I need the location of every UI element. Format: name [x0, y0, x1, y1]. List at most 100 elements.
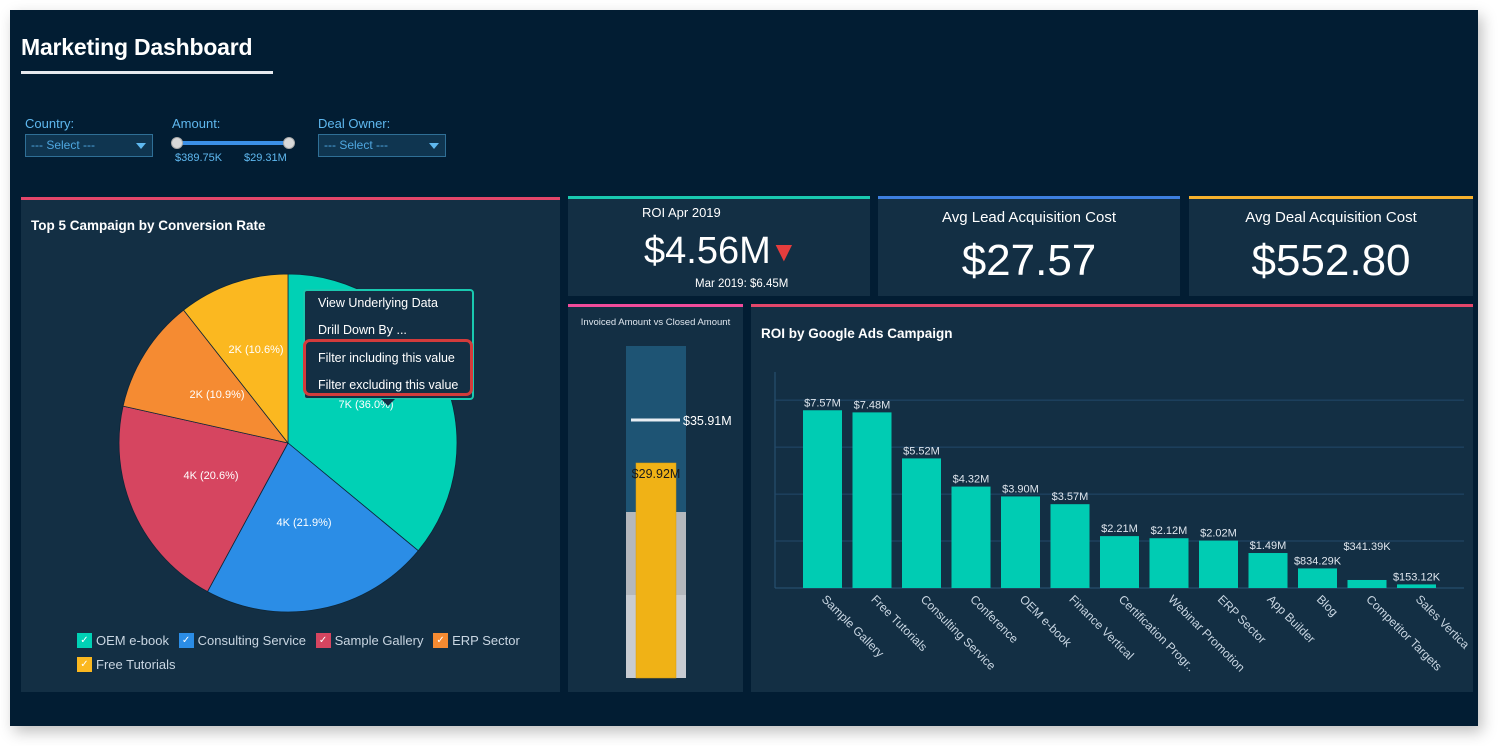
bar-value-label: $3.90M: [1002, 483, 1039, 495]
checkbox-checked-icon: ✓: [178, 633, 194, 648]
kpi-roi-panel: ROI Apr 2019 $4.56M ▼ Mar 2019: $6.45M: [568, 196, 870, 296]
checkbox-checked-icon: ✓: [77, 657, 92, 672]
legend-label: Free Tutorials: [96, 657, 176, 672]
bar-value-label: $5.52M: [903, 445, 940, 457]
checkbox-checked-icon: ✓: [433, 633, 449, 648]
legend-item-sample-gallery[interactable]: ✓ Sample Gallery: [315, 633, 424, 648]
panel-accent-bar: [568, 304, 743, 307]
kpi-deal-cost-label: Avg Deal Acquisition Cost: [1245, 209, 1417, 226]
checkbox-checked-icon: ✓: [315, 633, 331, 648]
bar-value-label: $2.21M: [1101, 523, 1138, 535]
amount-filter-label: Amount:: [172, 116, 221, 131]
legend-item-oem-ebook[interactable]: ✓ OEM e-book: [77, 633, 169, 648]
bullet-chart-title: Invoiced Amount vs Closed Amount: [580, 317, 731, 328]
legend-item-erp-sector[interactable]: ✓ ERP Sector: [433, 633, 520, 648]
bar-blog[interactable]: [1298, 568, 1337, 588]
country-select[interactable]: --- Select ---: [25, 134, 153, 157]
pie-slice-consulting-service[interactable]: [206, 442, 419, 613]
bar-value-label: $834.29K: [1294, 555, 1342, 567]
bar-value-label: $153.12K: [1393, 571, 1441, 583]
bar-sales-vertica[interactable]: [1397, 584, 1436, 588]
bar-value-label: $7.48M: [854, 399, 891, 411]
panel-accent-bar: [568, 196, 870, 199]
panel-accent-bar: [751, 304, 1473, 307]
bar-finance-vertical[interactable]: [1050, 504, 1090, 588]
kpi-lead-cost-panel: Avg Lead Acquisition Cost $27.57: [878, 196, 1180, 296]
bar-value-label: $1.49M: [1250, 540, 1287, 552]
bar-app-builder[interactable]: [1248, 553, 1288, 588]
x-tick-label: App Builder: [1264, 592, 1318, 646]
bar-competitor-targets[interactable]: [1347, 579, 1387, 588]
bar-free-tutorials[interactable]: [852, 412, 892, 588]
kpi-roi-compare: Mar 2019: $6.45M: [695, 278, 789, 290]
chevron-down-icon: [136, 143, 146, 149]
menu-item-filter-excluding[interactable]: Filter excluding this value: [318, 378, 459, 392]
pie-data-label: 4K (20.6%): [183, 470, 238, 482]
bar-certification-progr[interactable]: [1100, 536, 1139, 588]
pie-data-label: 2K (10.6%): [228, 344, 283, 356]
bar-consulting-service[interactable]: [902, 458, 941, 588]
bar-erp-sector[interactable]: [1199, 540, 1238, 588]
amount-slider-min-handle[interactable]: [171, 137, 183, 149]
legend-label: Consulting Service: [197, 633, 306, 648]
country-filter-label: Country:: [25, 116, 75, 131]
pie-legend: ✓ OEM e-book ✓ Consulting Service ✓ Sample …: [77, 631, 537, 679]
deal-owner-select[interactable]: --- Select ---: [318, 134, 446, 157]
pie-chart-title: Top 5 Campaign by Conversion Rate: [31, 218, 266, 233]
pie-slice-sample-gallery[interactable]: [118, 405, 289, 593]
pie-slice-free-tutorials[interactable]: [183, 273, 289, 445]
bullet-actual-bar: [635, 462, 677, 679]
kpi-lead-cost-label: Avg Lead Acquisition Cost: [941, 209, 1116, 226]
chevron-down-icon: [429, 143, 439, 149]
context-menu: View Underlying Data Drill Down By ... F…: [303, 289, 474, 400]
deal-owner-filter-label: Deal Owner:: [318, 116, 391, 131]
amount-max-value: $29.31M: [244, 152, 287, 164]
bullet-target-label: $35.91M: [683, 414, 732, 428]
bar-value-label: $4.32M: [953, 474, 990, 486]
panel-accent-bar: [21, 197, 560, 200]
kpi-deal-cost-value: $552.80: [1251, 236, 1411, 285]
amount-min-value: $389.75K: [175, 152, 223, 164]
panel-accent-bar: [878, 196, 1180, 199]
panel-accent-bar: [1189, 196, 1473, 199]
x-tick-label: Conference: [967, 592, 1021, 646]
bullet-actual-label: $29.92M: [632, 467, 681, 481]
legend-label: ERP Sector: [452, 633, 520, 648]
pie-data-label: 2K (10.9%): [189, 389, 244, 401]
bar-webinar-promotion[interactable]: [1149, 538, 1189, 588]
pie-data-label: 7K (36.0%): [338, 399, 393, 411]
kpi-lead-cost-value: $27.57: [961, 236, 1097, 285]
bar-value-label: $7.57M: [804, 397, 841, 409]
bar-value-label: $2.12M: [1151, 525, 1188, 537]
title-underline: [21, 71, 273, 74]
pie-slice-erp-sector[interactable]: [122, 309, 290, 444]
country-select-value: --- Select ---: [31, 138, 95, 152]
bar-conference[interactable]: [951, 486, 991, 588]
kpi-roi-value: $4.56M: [644, 230, 771, 272]
kpi-roi-label: ROI Apr 2019: [642, 205, 721, 220]
legend-item-consulting-service[interactable]: ✓ Consulting Service: [178, 633, 306, 648]
bar-value-label: $3.57M: [1052, 491, 1089, 503]
x-tick-label: ERP Sector: [1215, 592, 1269, 646]
trend-down-icon: ▼: [770, 236, 798, 267]
deal-owner-select-value: --- Select ---: [324, 138, 388, 152]
bar-sample-gallery[interactable]: [803, 410, 842, 588]
menu-item-view-underlying-data[interactable]: View Underlying Data: [318, 296, 438, 310]
checkbox-checked-icon: ✓: [77, 633, 92, 648]
amount-slider-track[interactable]: [177, 141, 289, 145]
bar-value-label: $341.39K: [1343, 541, 1391, 553]
kpi-deal-cost-panel: Avg Deal Acquisition Cost $552.80: [1189, 196, 1473, 296]
bar-oem-e-book[interactable]: [1001, 496, 1040, 588]
menu-item-drill-down-by[interactable]: Drill Down By ...: [318, 323, 407, 337]
page-title: Marketing Dashboard: [21, 34, 253, 60]
menu-item-filter-including[interactable]: Filter including this value: [318, 351, 455, 365]
bar-chart-title: ROI by Google Ads Campaign: [761, 326, 953, 341]
legend-item-free-tutorials[interactable]: ✓ Free Tutorials: [77, 657, 175, 672]
bar-value-label: $2.02M: [1200, 528, 1237, 540]
legend-label: Sample Gallery: [334, 633, 424, 648]
pie-data-label: 4K (21.9%): [276, 517, 331, 529]
x-tick-label: Blog: [1314, 592, 1341, 619]
amount-slider-max-handle[interactable]: [283, 137, 295, 149]
